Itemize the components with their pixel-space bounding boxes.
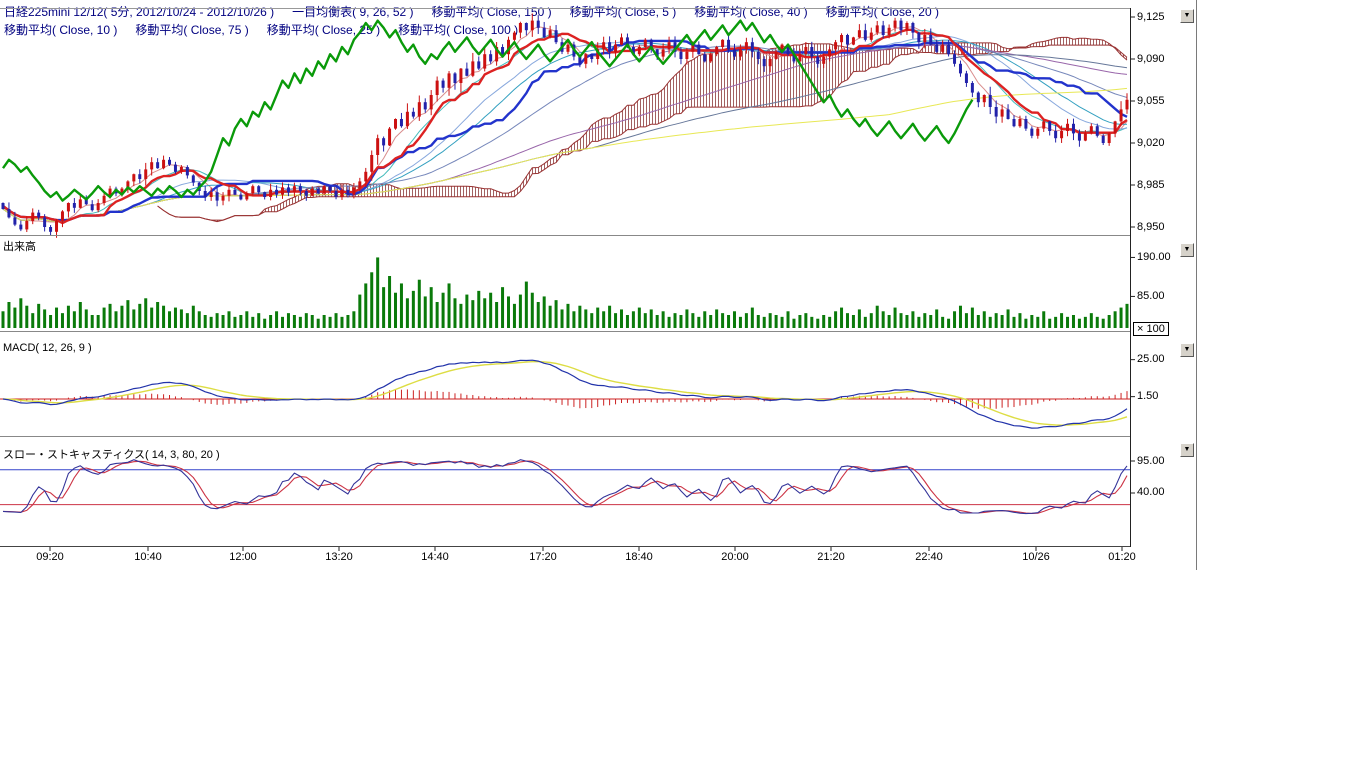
- y-axis-label: 8,950: [1137, 221, 1165, 233]
- legend-item[interactable]: 移動平均( Close, 75 ): [135, 23, 248, 37]
- x-axis-label: 20:00: [721, 551, 749, 563]
- x-axis-label: 21:20: [817, 551, 845, 563]
- x-axis-label: 09:20: [36, 551, 64, 563]
- legend-item[interactable]: 移動平均( Close, 40 ): [694, 5, 807, 19]
- x-axis-label: 13:20: [325, 551, 353, 563]
- legend-row-2: 移動平均( Close, 10 ) 移動平均( Close, 75 ) 移動平均( …: [4, 21, 536, 38]
- panel-menu-button-volume[interactable]: ▼: [1180, 243, 1194, 257]
- y-axis-label: 25.00: [1137, 353, 1165, 365]
- x-axis-label: 22:40: [915, 551, 943, 563]
- panel-menu-button-macd[interactable]: ▼: [1180, 343, 1194, 357]
- y-axis-label: 190.00: [1137, 251, 1171, 263]
- x-axis-label: 17:20: [529, 551, 557, 563]
- legend-item[interactable]: 移動平均( Close, 25 ): [267, 23, 380, 37]
- x-axis-label: 01:20: [1108, 551, 1136, 563]
- volume-unit-box: × 100: [1133, 322, 1169, 336]
- x-axis-label: 10/26: [1022, 551, 1050, 563]
- chart-canvas: [0, 0, 1210, 580]
- trading-chart-window: 日経225mini 12/12( 5分, 2012/10/24 - 2012/1…: [0, 0, 1366, 768]
- pane-right-border: [1196, 0, 1197, 570]
- y-axis-label: 95.00: [1137, 455, 1165, 467]
- panel-title-volume: 出来高: [3, 238, 36, 254]
- y-axis-label: 9,125: [1137, 11, 1165, 23]
- y-axis-label: 40.00: [1137, 486, 1165, 498]
- legend-item[interactable]: 移動平均( Close, 10 ): [4, 23, 117, 37]
- panel-title-stoch: スロー・ストキャスティクス( 14, 3, 80, 20 ): [3, 446, 220, 462]
- y-axis-label: 9,020: [1137, 137, 1165, 149]
- panel-menu-button-stoch[interactable]: ▼: [1180, 443, 1194, 457]
- labels-overlay: × 100 9,125 9,090 9,055 9,020 8,985 8,950 190.…: [0, 0, 1366, 768]
- y-axis-label: 9,055: [1137, 95, 1165, 107]
- legend-row-1: 日経225mini 12/12( 5分, 2012/10/24 - 2012/1…: [4, 3, 957, 20]
- y-axis-label: 8,985: [1137, 179, 1165, 191]
- legend-item[interactable]: 移動平均( Close, 20 ): [826, 5, 939, 19]
- y-axis-label: 1.50: [1137, 390, 1158, 402]
- legend-item[interactable]: 一目均衡表( 9, 26, 52 ): [292, 5, 413, 19]
- x-axis-label: 12:00: [229, 551, 257, 563]
- y-axis-label: 9,090: [1137, 53, 1165, 65]
- x-axis-label: 14:40: [421, 551, 449, 563]
- panel-menu-button-price[interactable]: ▼: [1180, 9, 1194, 23]
- y-axis-label: 85.00: [1137, 290, 1165, 302]
- legend-item[interactable]: 移動平均( Close, 5 ): [570, 5, 677, 19]
- legend-item[interactable]: 日経225mini 12/12( 5分, 2012/10/24 - 2012/1…: [4, 5, 274, 19]
- x-axis-label: 10:40: [134, 551, 162, 563]
- legend-item[interactable]: 移動平均( Close, 100 ): [398, 23, 518, 37]
- panel-title-macd: MACD( 12, 26, 9 ): [3, 342, 92, 354]
- x-axis-label: 18:40: [625, 551, 653, 563]
- legend-item[interactable]: 移動平均( Close, 150 ): [432, 5, 552, 19]
